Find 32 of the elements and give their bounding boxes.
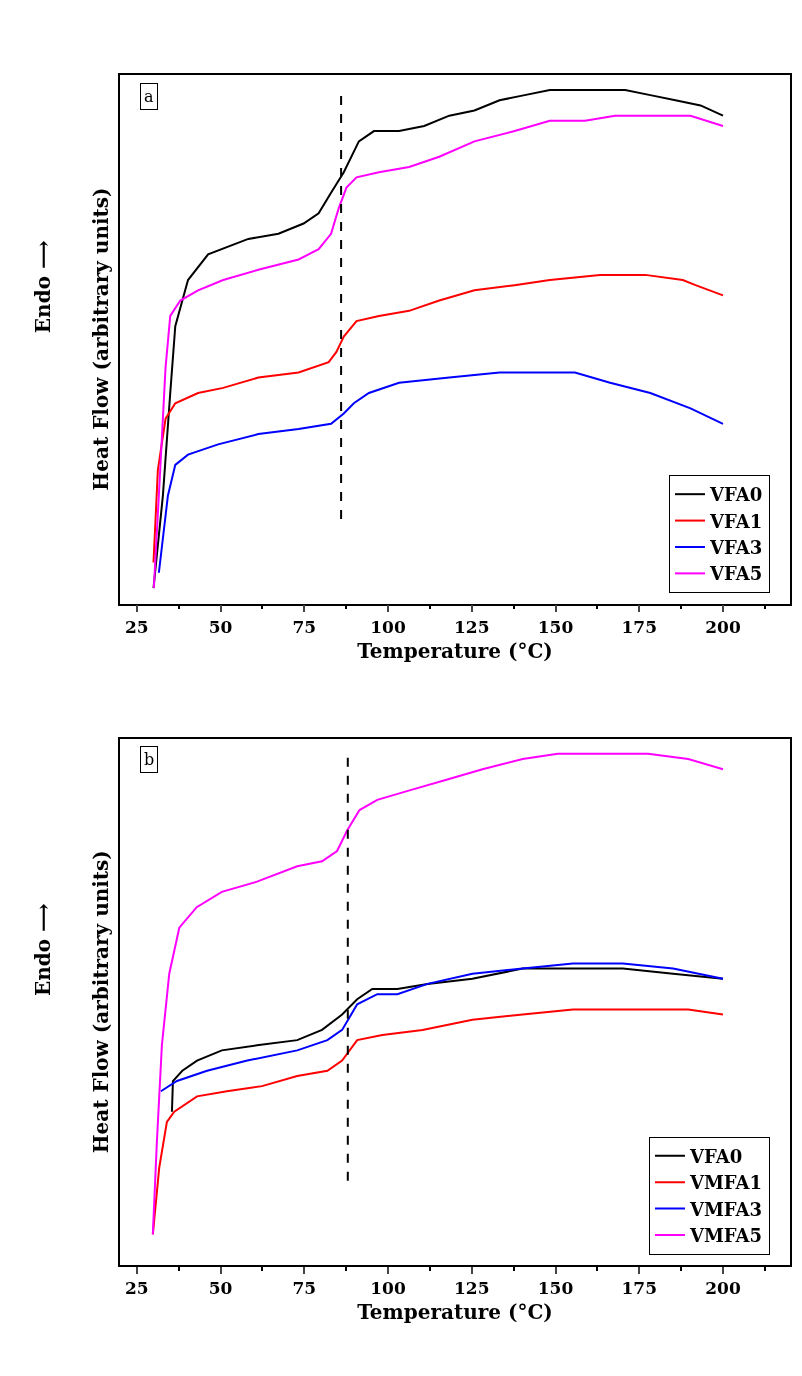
- legend-label: VMFA1: [688, 1172, 763, 1194]
- x-axis-title: Temperature (°C): [357, 638, 553, 663]
- x-tick-label: 75: [292, 616, 317, 637]
- x-tick-label: 175: [621, 616, 657, 637]
- y-axis-title: Heat Flow (arbitrary units): [89, 187, 114, 491]
- legend-label: VFA1: [708, 510, 763, 532]
- text: Endo ⟶: [30, 903, 55, 997]
- x-tick-label: 100: [370, 616, 406, 637]
- legend-label: VMFA3: [688, 1198, 763, 1220]
- x-tick-label: 200: [705, 616, 741, 637]
- x-tick-label: 50: [208, 616, 233, 637]
- x-tick-label: 100: [370, 1278, 406, 1299]
- x-tick-label: 150: [537, 1278, 574, 1299]
- x-tick-label: 50: [208, 1278, 233, 1299]
- text: Endo ⟶: [30, 240, 55, 334]
- legend-label: VFA0: [688, 1145, 743, 1167]
- x-tick-label: 150: [537, 616, 574, 637]
- y-axis-title: Heat Flow (arbitrary units): [89, 850, 114, 1154]
- x-axis-title: Temperature (°C): [357, 1300, 553, 1325]
- x-tick-label: 125: [454, 1278, 490, 1299]
- legend-label: VFA0: [708, 484, 763, 506]
- x-tick-label: 75: [292, 1278, 317, 1299]
- x-tick-label: 125: [454, 616, 490, 637]
- annotation: a: [144, 87, 154, 106]
- x-tick-label: 175: [621, 1278, 657, 1299]
- legend-label: VMFA5: [688, 1224, 763, 1246]
- legend-label: VFA5: [708, 563, 763, 585]
- x-tick-label: 200: [705, 1278, 741, 1299]
- annotation: b: [144, 750, 155, 769]
- legend-label: VFA3: [708, 536, 763, 558]
- x-tick-label: 25: [124, 1278, 149, 1299]
- x-tick-label: 25: [124, 616, 149, 637]
